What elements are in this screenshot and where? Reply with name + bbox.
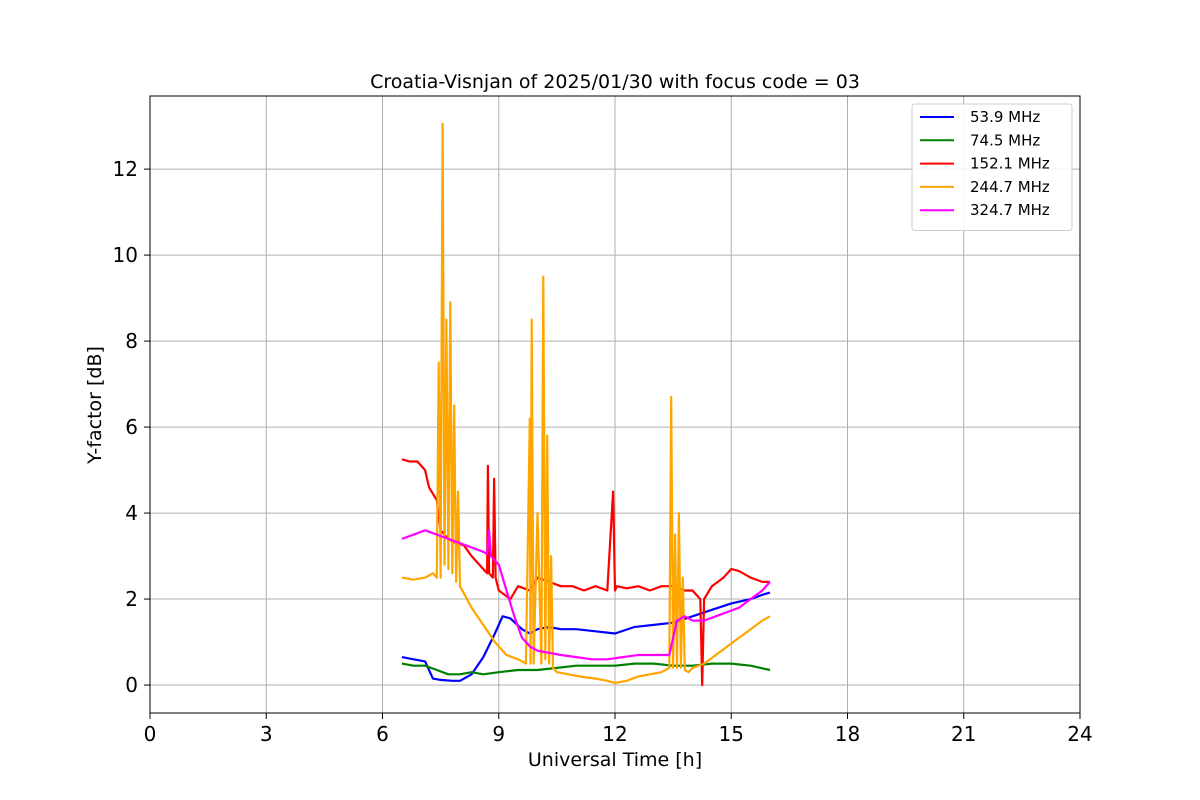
x-tick-label: 9	[492, 722, 505, 746]
x-tick-label: 3	[260, 722, 273, 746]
legend-box	[911, 103, 1073, 231]
x-tick-label: 6	[376, 722, 389, 746]
legend-label: 74.5 MHz	[970, 131, 1040, 149]
y-tick-label: 2	[125, 587, 138, 611]
series-line-0	[401, 591, 771, 682]
x-tick-label: 12	[602, 722, 627, 746]
series-line-4	[401, 529, 771, 661]
x-axis-label: Universal Time [h]	[528, 749, 702, 771]
y-tick-label: 12	[113, 157, 138, 181]
legend-label: 244.7 MHz	[970, 178, 1050, 196]
chart-title: Croatia-Visnjan of 2025/01/30 with focus…	[370, 71, 860, 93]
legend: 53.9 MHz 74.5 MHz 152.1 MHz 244.7 MHz 324.7…	[911, 103, 1073, 231]
y-tick-label: 8	[125, 329, 138, 353]
x-tick-label: 21	[951, 722, 976, 746]
y-axis: 0 2 4 6 8 10 12	[113, 157, 150, 697]
legend-label: 324.7 MHz	[970, 201, 1050, 219]
series-line-3	[401, 122, 771, 685]
x-tick-label: 24	[1067, 722, 1092, 746]
series-layer	[401, 122, 771, 687]
series-line-1	[401, 662, 771, 676]
x-tick-label: 0	[144, 722, 157, 746]
y-tick-label: 4	[125, 501, 138, 525]
y-tick-label: 6	[125, 415, 138, 439]
legend-label: 53.9 MHz	[970, 108, 1040, 126]
y-axis-label: Y-factor [dB]	[84, 346, 106, 465]
legend-label: 152.1 MHz	[970, 155, 1050, 173]
y-tick-label: 10	[113, 243, 138, 267]
x-tick-label: 18	[835, 722, 860, 746]
x-axis: 0 3 6 9 12 15 18 21 24	[144, 713, 1093, 746]
x-tick-label: 15	[719, 722, 744, 746]
y-tick-label: 0	[125, 673, 138, 697]
grid	[149, 96, 1081, 713]
